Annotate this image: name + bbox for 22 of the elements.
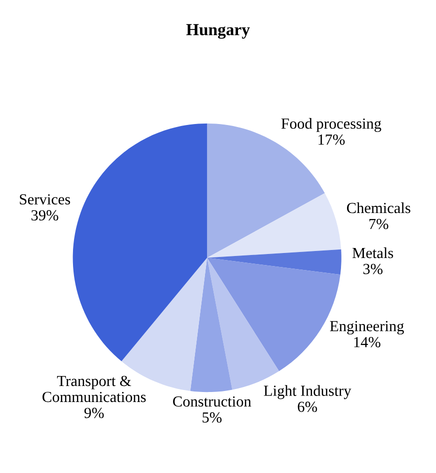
slice-label: Food processing	[281, 118, 382, 132]
pie-slice	[122, 258, 208, 392]
data-label: 7%	[369, 218, 388, 230]
data-label: 5%	[202, 412, 222, 423]
slice-label: Light Industry	[264, 385, 352, 400]
data-label: 6%	[298, 402, 318, 412]
pie-slice	[72, 123, 208, 362]
slice-label: Chemicals	[347, 202, 410, 214]
slice-label: Construction	[173, 396, 252, 407]
data-label: 9%	[84, 408, 104, 418]
pie-slice	[190, 258, 232, 392]
chart-title: Hungary	[186, 24, 250, 39]
data-label: 3%	[363, 264, 383, 274]
slice-label: Engineering	[330, 321, 404, 334]
data-label: 17%	[318, 134, 345, 145]
pie-slice	[207, 249, 342, 275]
pie-slice	[207, 193, 342, 258]
slice-label: Metals	[352, 247, 394, 258]
data-label: 14%	[354, 337, 380, 348]
slice-label: Services	[20, 194, 70, 204]
data-label: 39%	[31, 210, 58, 221]
slice-label: Transport & Communications	[42, 376, 146, 402]
